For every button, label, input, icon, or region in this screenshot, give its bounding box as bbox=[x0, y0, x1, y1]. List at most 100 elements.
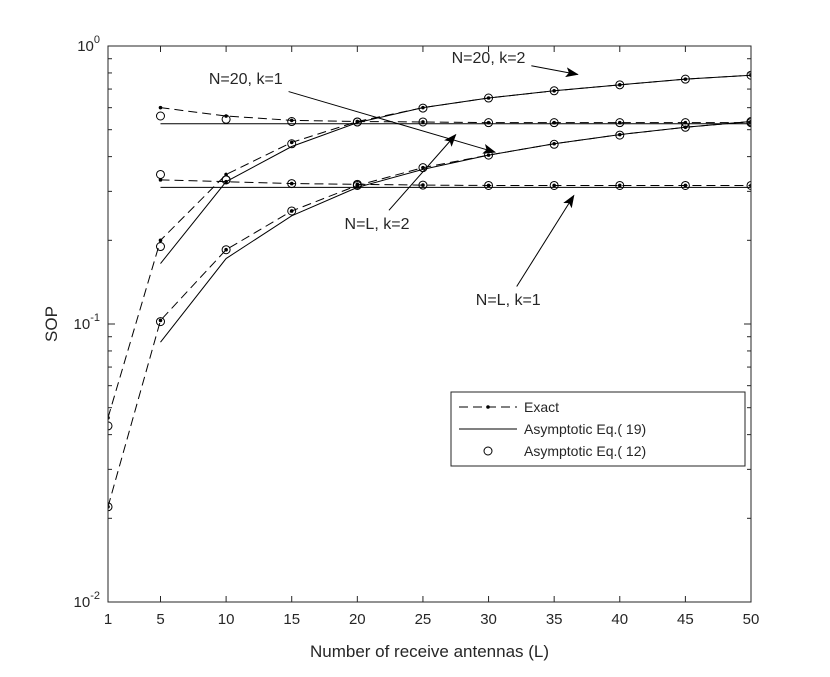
x-tick-label: 1 bbox=[104, 611, 112, 628]
asymptotic-12-marker-n-l-k-1 bbox=[221, 175, 231, 185]
asymptotic-12-marker-n-l-k-1 bbox=[484, 180, 494, 190]
x-tick-label: 30 bbox=[480, 611, 497, 628]
asymptotic-12-marker-n-20-k-2 bbox=[418, 103, 428, 113]
y-axis-title: SOP bbox=[42, 306, 61, 342]
asymptotic-12-marker-n-l-k-1 bbox=[155, 169, 165, 179]
asymptotic-12-marker-n-20-k-1 bbox=[108, 502, 113, 512]
asymptotic-12-marker-n-l-k-1 bbox=[549, 180, 559, 190]
exact-point-n-l-k-1 bbox=[552, 183, 556, 188]
exact-point-n-l-k-2 bbox=[289, 118, 294, 123]
exact-point-n-20-k-1 bbox=[289, 209, 294, 213]
exact-point-n-l-k-1 bbox=[158, 178, 163, 182]
exact-point-n-l-k-2 bbox=[486, 120, 491, 125]
x-tick-label: 20 bbox=[349, 611, 366, 628]
y-tick-label: 10-1 bbox=[74, 312, 100, 333]
exact-point-n-l-k-2 bbox=[552, 120, 556, 125]
exact-point-n-20-k-1 bbox=[486, 153, 491, 157]
asymptotic-12-marker-n-l-k-1 bbox=[615, 180, 625, 190]
asymptotic-12-marker-n-l-k-2 bbox=[615, 118, 625, 128]
exact-point-n-l-k-1 bbox=[289, 181, 294, 186]
asymptotic-12-marker-n-l-k-2 bbox=[484, 118, 494, 128]
asymptotic-12-marker-n-20-k-1 bbox=[549, 139, 559, 149]
exact-point-n-l-k-2 bbox=[158, 105, 163, 110]
asymptotic-12-marker-n-l-k-1 bbox=[352, 179, 362, 189]
asymptotic-12-marker-n-20-k-1 bbox=[615, 130, 625, 140]
asymptotic-12-marker-n-20-k-2 bbox=[108, 421, 113, 431]
annotation-label: N=20, k=2 bbox=[452, 50, 526, 67]
exact-point-n-20-k-1 bbox=[552, 141, 556, 146]
exact-point-n-l-k-1 bbox=[224, 179, 228, 184]
asymptotic-12-marker-n-l-k-2 bbox=[418, 117, 428, 127]
annotation-label: N=L, k=1 bbox=[476, 292, 541, 309]
y-tick-label: 100 bbox=[77, 34, 100, 55]
asymptotic-12-marker-n-20-k-2 bbox=[287, 139, 297, 149]
asymptotic-12-marker-n-l-k-1 bbox=[680, 180, 690, 190]
asymptotic-12-marker-n-l-k-1 bbox=[418, 180, 428, 190]
asymptotic-12-marker-n-20-k-2 bbox=[680, 74, 690, 84]
asymptotic-12-marker-n-l-k-2 bbox=[221, 114, 231, 124]
exact-point-n-20-k-1 bbox=[617, 132, 622, 137]
asymptotic-12-marker-n-20-k-2 bbox=[549, 86, 559, 96]
exact-point-n-20-k-2 bbox=[224, 172, 228, 177]
exact-point-n-20-k-1 bbox=[421, 165, 425, 170]
exact-point-n-20-k-2 bbox=[552, 88, 556, 93]
legend-swatch-circle bbox=[483, 446, 493, 456]
exact-point-n-20-k-2 bbox=[683, 77, 688, 81]
x-tick-label: 50 bbox=[743, 611, 760, 628]
x-tick-label: 25 bbox=[415, 611, 432, 628]
exact-point-n-20-k-2 bbox=[486, 96, 491, 100]
annotation-label: N=L, k=2 bbox=[345, 216, 410, 233]
asymptotic-12-marker-n-l-k-1 bbox=[746, 180, 751, 190]
plot-background bbox=[108, 46, 751, 602]
exact-point-n-l-k-1 bbox=[355, 182, 360, 187]
legend-swatch-dot bbox=[486, 405, 490, 409]
asymptotic-12-marker-n-20-k-2 bbox=[155, 242, 165, 252]
legend-label: Asymptotic Eq.( 12) bbox=[524, 443, 646, 459]
asymptotic-12-marker-n-l-k-2 bbox=[352, 117, 362, 127]
asymptotic-12-marker-n-20-k-1 bbox=[287, 206, 297, 216]
legend-label: Asymptotic Eq.( 19) bbox=[524, 421, 646, 437]
asymptotic-12-marker-n-20-k-1 bbox=[221, 245, 231, 255]
asymptotic-12-marker-n-l-k-2 bbox=[287, 117, 297, 127]
x-tick-label: 35 bbox=[546, 611, 563, 628]
asymptotic-12-marker-n-l-k-1 bbox=[287, 179, 297, 189]
y-tick-label: 10-2 bbox=[74, 590, 100, 611]
annotation-arrow bbox=[516, 194, 575, 287]
x-tick-label: 5 bbox=[156, 611, 164, 628]
asymptotic-12-marker-n-l-k-2 bbox=[680, 118, 690, 128]
exact-point-n-l-k-2 bbox=[355, 119, 360, 124]
exact-point-n-l-k-1 bbox=[421, 183, 425, 187]
asymptotic-12-marker-n-l-k-2 bbox=[746, 118, 751, 128]
exact-line-n-20-k-2 bbox=[108, 74, 751, 418]
exact-point-n-l-k-2 bbox=[617, 120, 622, 125]
asymptotic-12-marker-n-l-k-2 bbox=[549, 118, 559, 128]
exact-point-n-l-k-1 bbox=[683, 183, 688, 188]
asymptotic-19-line-n-20-k-1 bbox=[160, 121, 751, 343]
exact-line-n-l-k-1 bbox=[160, 179, 751, 186]
x-tick-label: 45 bbox=[677, 611, 694, 628]
asymptotic-12-marker-n-20-k-2 bbox=[615, 80, 625, 90]
exact-point-n-l-k-2 bbox=[421, 120, 425, 124]
x-tick-label: 40 bbox=[611, 611, 628, 628]
exact-point-n-20-k-2 bbox=[421, 105, 425, 110]
legend-label: Exact bbox=[524, 399, 559, 415]
exact-line-n-l-k-2 bbox=[160, 107, 751, 124]
exact-point-n-20-k-2 bbox=[158, 238, 163, 243]
x-axis-title: Number of receive antennas (L) bbox=[310, 642, 549, 661]
exact-point-n-20-k-2 bbox=[617, 83, 622, 87]
annotation-arrow bbox=[288, 91, 497, 154]
annotation-arrow bbox=[531, 65, 579, 78]
asymptotic-12-marker-n-20-k-2 bbox=[484, 93, 494, 103]
x-tick-label: 15 bbox=[283, 611, 300, 628]
exact-point-n-l-k-1 bbox=[617, 183, 622, 188]
asymptotic-12-marker-n-20-k-1 bbox=[155, 317, 165, 327]
annotation-label: N=20, k=1 bbox=[209, 71, 283, 88]
annotation-arrow bbox=[388, 133, 457, 211]
exact-point-n-20-k-1 bbox=[158, 318, 163, 323]
exact-point-n-l-k-2 bbox=[683, 120, 688, 125]
exact-point-n-l-k-1 bbox=[486, 183, 491, 188]
x-tick-label: 10 bbox=[218, 611, 235, 628]
exact-point-n-20-k-1 bbox=[224, 247, 228, 252]
